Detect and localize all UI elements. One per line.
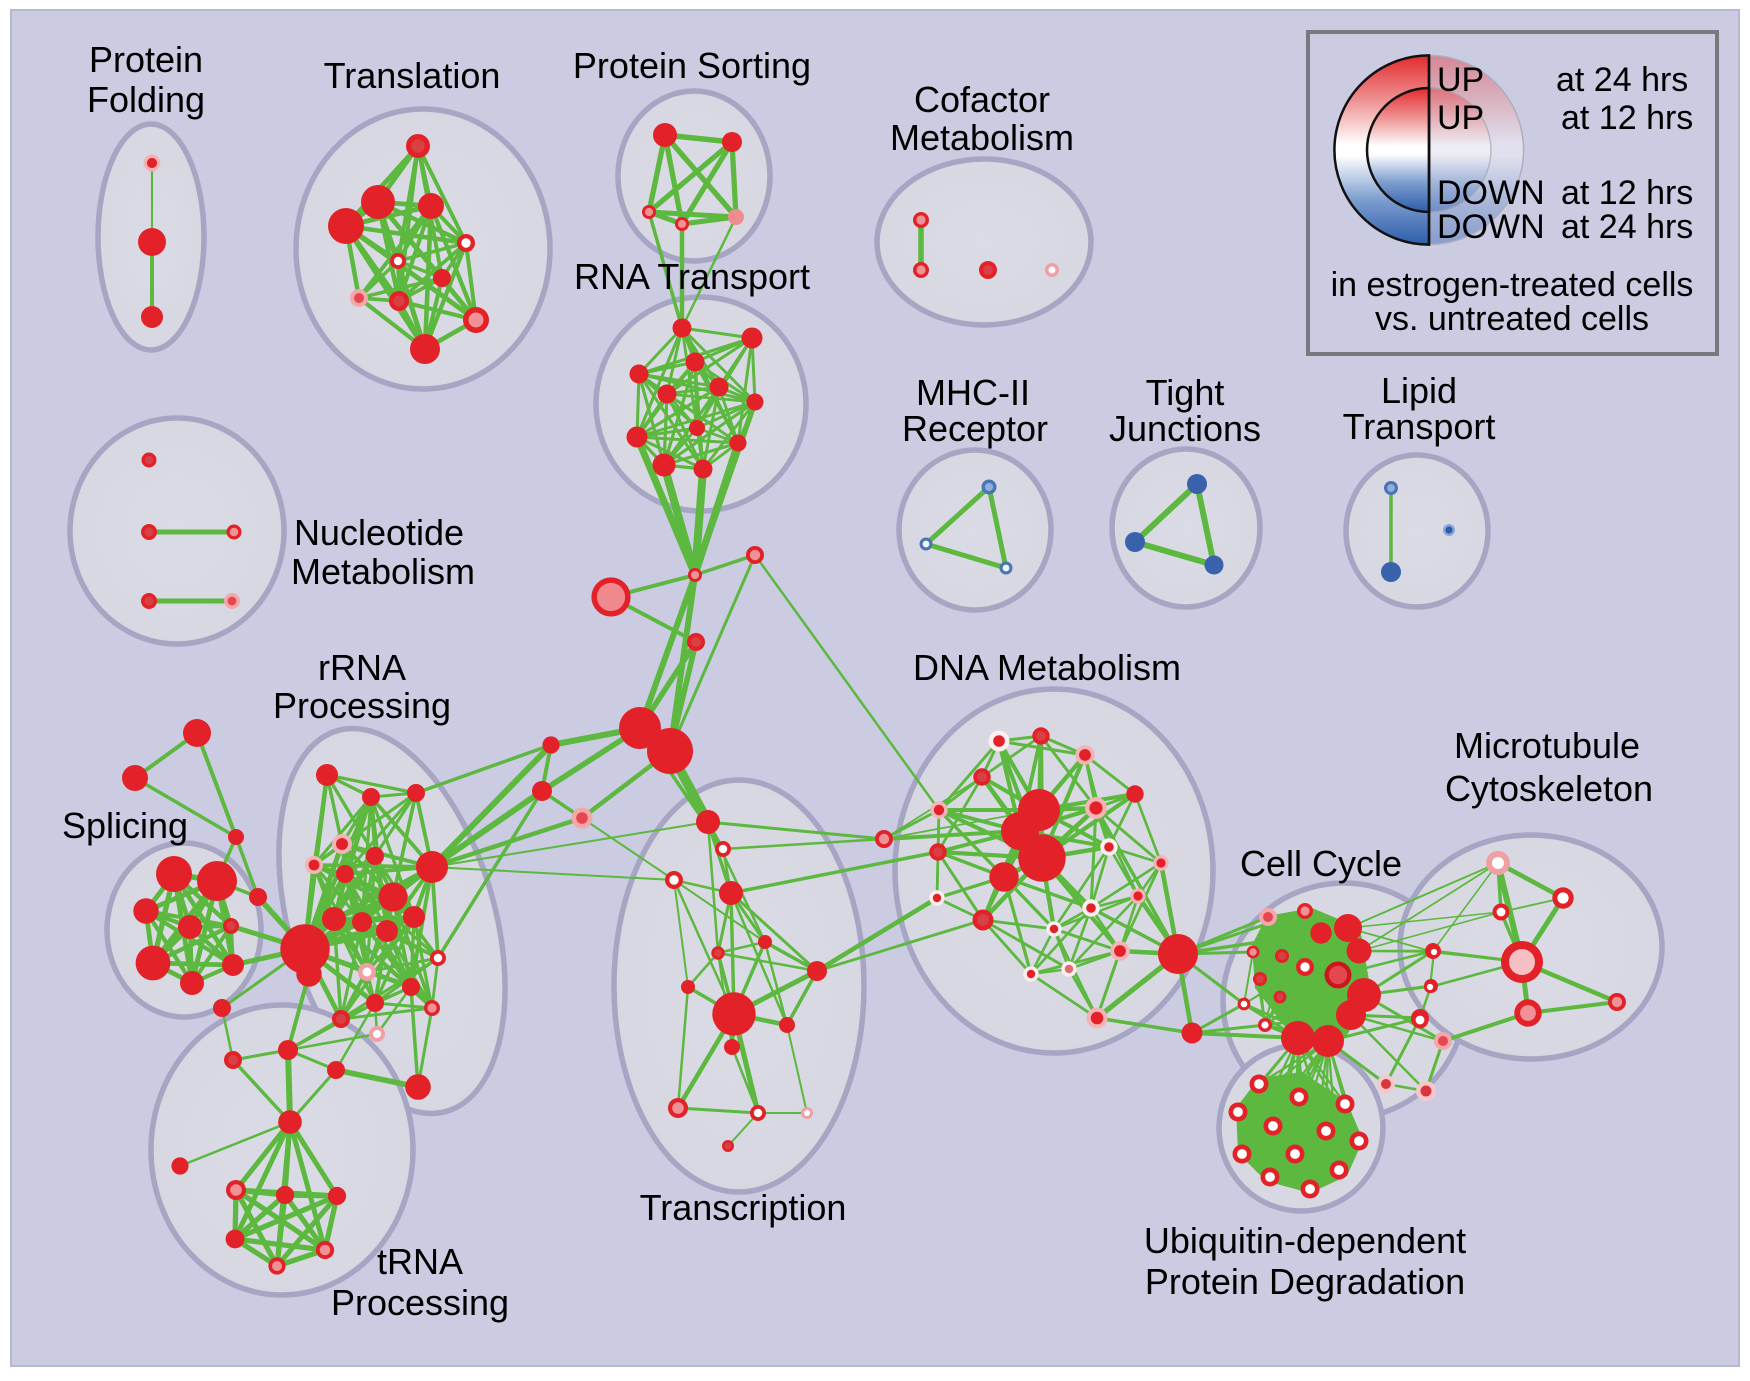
svg-text:Translation: Translation — [324, 55, 501, 96]
svg-text:rRNA: rRNA — [318, 647, 406, 688]
svg-text:Cell Cycle: Cell Cycle — [1240, 843, 1402, 884]
svg-text:DOWN: DOWN — [1437, 174, 1545, 212]
svg-text:Protein: Protein — [89, 39, 203, 80]
svg-text:Junctions: Junctions — [1109, 408, 1261, 449]
svg-text:in estrogen-treated cells: in estrogen-treated cells — [1331, 266, 1694, 304]
svg-text:Receptor: Receptor — [902, 408, 1048, 449]
svg-text:Processing: Processing — [273, 685, 451, 726]
svg-text:Cytoskeleton: Cytoskeleton — [1445, 768, 1653, 809]
svg-text:Nucleotide: Nucleotide — [294, 512, 464, 553]
svg-text:Lipid: Lipid — [1381, 370, 1457, 411]
svg-text:RNA Transport: RNA Transport — [574, 256, 810, 297]
svg-text:Folding: Folding — [87, 79, 205, 120]
svg-text:Metabolism: Metabolism — [890, 117, 1074, 158]
svg-text:Processing: Processing — [331, 1282, 509, 1323]
svg-text:Protein Degradation: Protein Degradation — [1145, 1261, 1465, 1302]
svg-text:Transport: Transport — [1343, 406, 1496, 447]
svg-text:Splicing: Splicing — [62, 805, 188, 846]
svg-text:Tight: Tight — [1146, 372, 1225, 413]
svg-text:at 24 hrs: at 24 hrs — [1561, 208, 1693, 246]
svg-text:UP: UP — [1437, 99, 1484, 137]
svg-text:Ubiquitin-dependent: Ubiquitin-dependent — [1144, 1220, 1466, 1261]
svg-text:Metabolism: Metabolism — [291, 551, 475, 592]
svg-text:at 12 hrs: at 12 hrs — [1561, 174, 1693, 212]
svg-text:Cofactor: Cofactor — [914, 79, 1050, 120]
svg-text:at 24 hrs: at 24 hrs — [1556, 61, 1688, 99]
svg-text:tRNA: tRNA — [377, 1241, 463, 1282]
svg-text:Microtubule: Microtubule — [1454, 725, 1640, 766]
svg-text:DOWN: DOWN — [1437, 208, 1545, 246]
svg-text:MHC-II: MHC-II — [916, 372, 1030, 413]
svg-text:Protein Sorting: Protein Sorting — [573, 45, 811, 86]
svg-text:DNA Metabolism: DNA Metabolism — [913, 647, 1181, 688]
svg-text:at 12 hrs: at 12 hrs — [1561, 99, 1693, 137]
svg-text:vs. untreated cells: vs. untreated cells — [1375, 300, 1649, 338]
svg-text:Transcription: Transcription — [640, 1187, 847, 1228]
svg-text:UP: UP — [1437, 61, 1484, 99]
